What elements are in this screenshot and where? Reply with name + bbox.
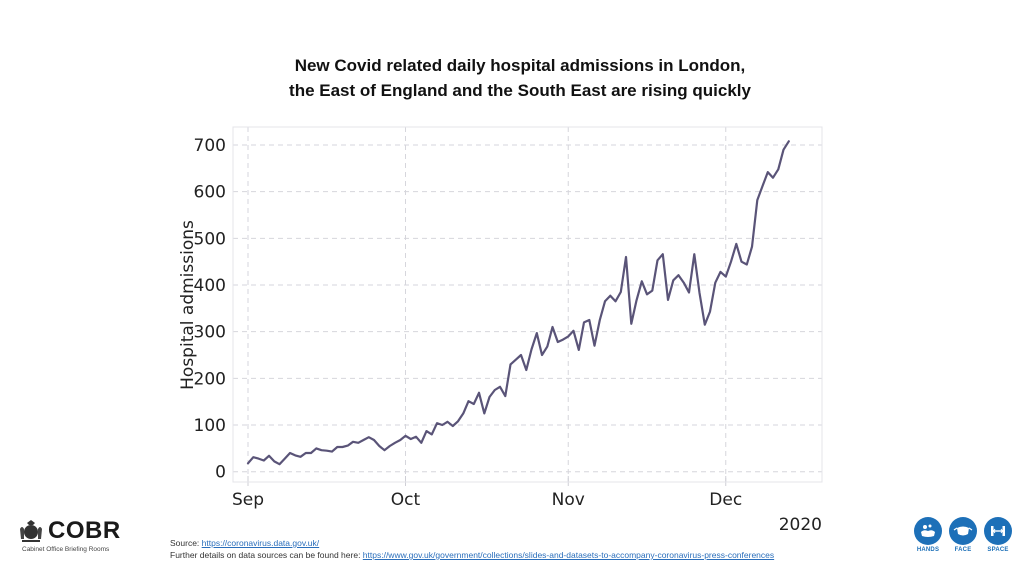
cobr-logo: COBR Cabinet Office Briefing Rooms bbox=[18, 517, 128, 553]
details-prefix: Further details on data sources can be f… bbox=[170, 550, 363, 560]
y-tick-label: 200 bbox=[194, 369, 226, 389]
hands-badge: HANDS bbox=[912, 517, 944, 553]
y-tick-label: 500 bbox=[194, 229, 226, 249]
y-tick-labels: 0 100 200 300 400 500 600 700 bbox=[194, 136, 226, 483]
grid-layer bbox=[233, 127, 822, 486]
x-tick-label-sep: Sep bbox=[232, 490, 264, 510]
details-line: Further details on data sources can be f… bbox=[170, 549, 774, 561]
series-line-hospital-admissions bbox=[246, 140, 790, 466]
x-tick-label-dec: Dec bbox=[709, 490, 742, 510]
y-tick-label: 600 bbox=[194, 183, 226, 203]
social-distance-icon bbox=[991, 526, 1005, 536]
face-label: FACE bbox=[954, 547, 972, 553]
y-tick-label: 400 bbox=[194, 276, 226, 296]
source-footer: Source: https://coronavirus.data.gov.uk/… bbox=[170, 537, 774, 561]
hands-label: HANDS bbox=[916, 547, 940, 553]
cobr-wordmark: COBR bbox=[48, 517, 121, 544]
face-mask-icon bbox=[953, 526, 973, 536]
y-tick-label: 300 bbox=[194, 323, 226, 343]
x-axis-year-label: 2020 bbox=[779, 515, 822, 535]
details-link[interactable]: https://www.gov.uk/government/collection… bbox=[362, 550, 775, 560]
chart-title-line-1: New Covid related daily hospital admissi… bbox=[294, 56, 746, 75]
x-tick-label-nov: Nov bbox=[552, 490, 585, 510]
y-tick-label: 100 bbox=[194, 416, 226, 436]
space-label: SPACE bbox=[987, 547, 1009, 553]
y-axis-label: Hospital admissions bbox=[178, 220, 198, 390]
source-prefix: Source: bbox=[170, 538, 202, 548]
chart-title-line-2: the East of England and the South East a… bbox=[289, 81, 751, 100]
cobr-subtitle: Cabinet Office Briefing Rooms bbox=[22, 546, 110, 553]
chart-title: New Covid related daily hospital admissi… bbox=[0, 53, 1023, 103]
x-tick-labels: Sep Oct Nov Dec bbox=[232, 490, 742, 510]
data-points bbox=[248, 141, 789, 464]
x-tick-label-oct: Oct bbox=[391, 490, 421, 510]
y-tick-label: 0 bbox=[215, 463, 226, 483]
line-chart: 0 100 200 300 400 500 600 700 Sep Oct Nov Dec Hosp… bbox=[178, 126, 823, 535]
face-badge: FACE bbox=[947, 517, 979, 553]
source-link[interactable]: https://coronavirus.data.gov.uk/ bbox=[201, 538, 320, 548]
hands-face-space-badges: HANDS FACE SPACE bbox=[912, 517, 1014, 553]
hands-washing-icon bbox=[921, 524, 935, 537]
space-badge: SPACE bbox=[982, 517, 1014, 553]
y-tick-label: 700 bbox=[194, 136, 226, 156]
source-line: Source: https://coronavirus.data.gov.uk/ bbox=[170, 537, 774, 549]
plot-frame bbox=[232, 126, 823, 483]
royal-crest-icon bbox=[20, 520, 42, 542]
